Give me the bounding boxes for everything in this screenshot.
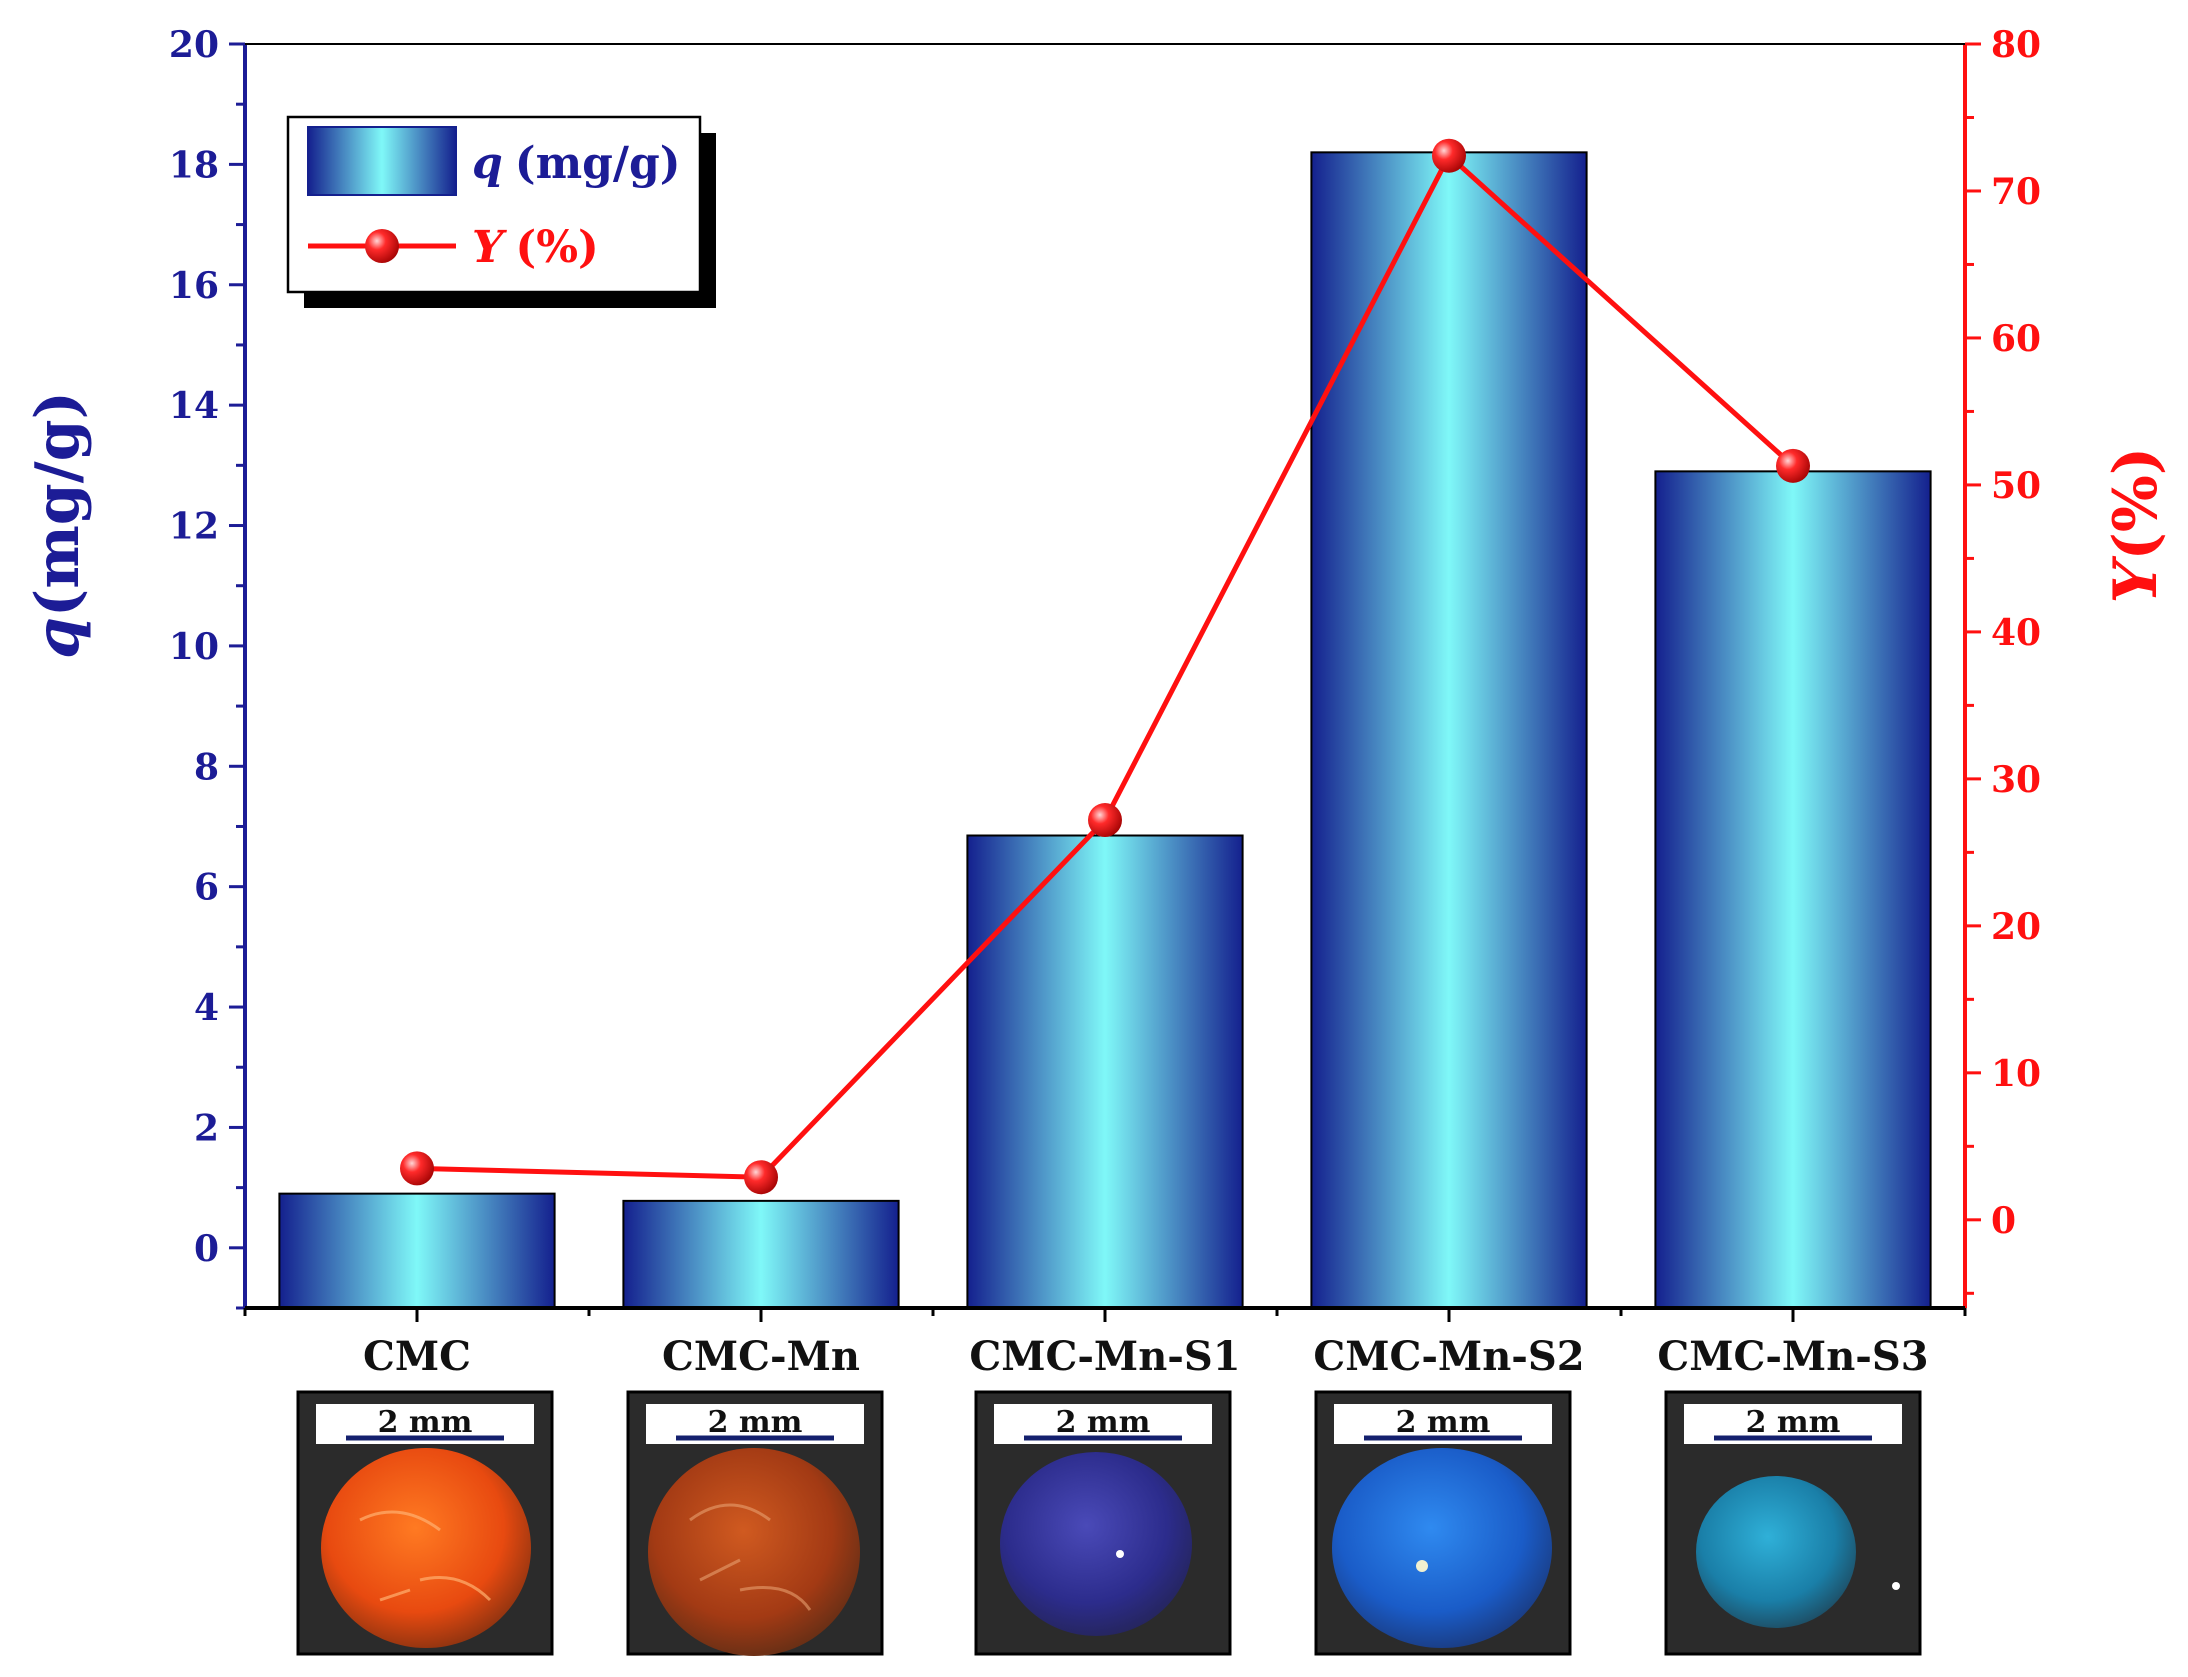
right-tick-label: 80 bbox=[1991, 24, 2041, 66]
left-tick-label: 0 bbox=[194, 1228, 219, 1270]
left-tick-label: 10 bbox=[169, 626, 219, 668]
left-tick-label: 20 bbox=[169, 24, 219, 66]
inset-photo-cmc-mn-s3: 2 mm bbox=[1664, 1390, 1922, 1656]
scale-bar-label: 2 mm bbox=[708, 1405, 803, 1440]
left-tick-label: 12 bbox=[169, 506, 219, 548]
right-axis-label: Y(%) bbox=[2101, 447, 2171, 604]
right-tick-label: 0 bbox=[1991, 1200, 2016, 1242]
y-point-cmc bbox=[400, 1151, 434, 1186]
left-tick-label: 4 bbox=[194, 987, 219, 1029]
scale-bar-label: 2 mm bbox=[378, 1405, 473, 1440]
left-axis-label: q(mg/g) bbox=[23, 391, 93, 659]
bead-cmc bbox=[321, 1448, 531, 1648]
left-tick-label: 16 bbox=[169, 265, 219, 307]
legend-bar-label: q (mg/g) bbox=[472, 138, 681, 189]
right-tick-label: 20 bbox=[1991, 906, 2041, 948]
y-point-cmc-mn bbox=[744, 1160, 778, 1195]
left-tick-label: 18 bbox=[169, 144, 219, 186]
inset-photo-cmc-mn-s2: 2 mm bbox=[1314, 1390, 1572, 1656]
category-label-cmc-mn: CMC-Mn bbox=[662, 1333, 860, 1380]
category-label-cmc-mn-s3: CMC-Mn-S3 bbox=[1657, 1333, 1928, 1380]
inset-photo-cmc-mn: 2 mm bbox=[626, 1390, 884, 1656]
bead-cmc-mn bbox=[648, 1448, 860, 1656]
category-label-cmc: CMC bbox=[363, 1333, 471, 1380]
category-label-cmc-mn-s2: CMC-Mn-S2 bbox=[1313, 1333, 1584, 1380]
bar-cmc-mn-s2 bbox=[1310, 151, 1588, 1309]
scale-bar-label: 2 mm bbox=[1746, 1405, 1841, 1440]
right-tick-label: 40 bbox=[1991, 612, 2041, 654]
bar-cmc-mn bbox=[622, 1199, 900, 1310]
inset-photo-cmc-mn-s1: 2 mm bbox=[974, 1390, 1232, 1656]
left-tick-label: 8 bbox=[194, 746, 219, 788]
legend-line-marker bbox=[365, 229, 399, 263]
bead-cmc-mn-s3 bbox=[1696, 1476, 1856, 1628]
legend-line-label: Y (%) bbox=[472, 222, 599, 273]
left-tick-label: 14 bbox=[169, 385, 219, 427]
bead-cmc-mn-s1 bbox=[1000, 1452, 1192, 1636]
left-tick-label: 2 bbox=[194, 1107, 219, 1149]
legend: q (mg/g) Y (%) bbox=[286, 115, 716, 308]
right-tick-label: 30 bbox=[1991, 759, 2041, 801]
scale-bar-label: 2 mm bbox=[1396, 1405, 1491, 1440]
bar-cmc-mn-s3 bbox=[1654, 470, 1932, 1310]
y-point-cmc-mn-s1 bbox=[1088, 803, 1122, 838]
y-point-cmc-mn-s3 bbox=[1776, 448, 1810, 483]
right-tick-label: 60 bbox=[1991, 318, 2041, 360]
right-tick-label: 10 bbox=[1991, 1053, 2041, 1095]
left-tick-label: 6 bbox=[194, 867, 219, 909]
bar-cmc bbox=[278, 1192, 556, 1309]
y-point-cmc-mn-s2 bbox=[1432, 138, 1466, 173]
category-label-cmc-mn-s1: CMC-Mn-S1 bbox=[969, 1333, 1240, 1380]
bead-cmc-mn-s2 bbox=[1332, 1448, 1552, 1648]
bar-cmc-mn-s1 bbox=[966, 834, 1244, 1309]
right-tick-label: 50 bbox=[1991, 465, 2041, 507]
inset-photo-cmc: 2 mm bbox=[296, 1390, 554, 1656]
legend-bar-swatch bbox=[307, 126, 457, 196]
right-tick-label: 70 bbox=[1991, 171, 2041, 213]
scale-bar-label: 2 mm bbox=[1056, 1405, 1151, 1440]
